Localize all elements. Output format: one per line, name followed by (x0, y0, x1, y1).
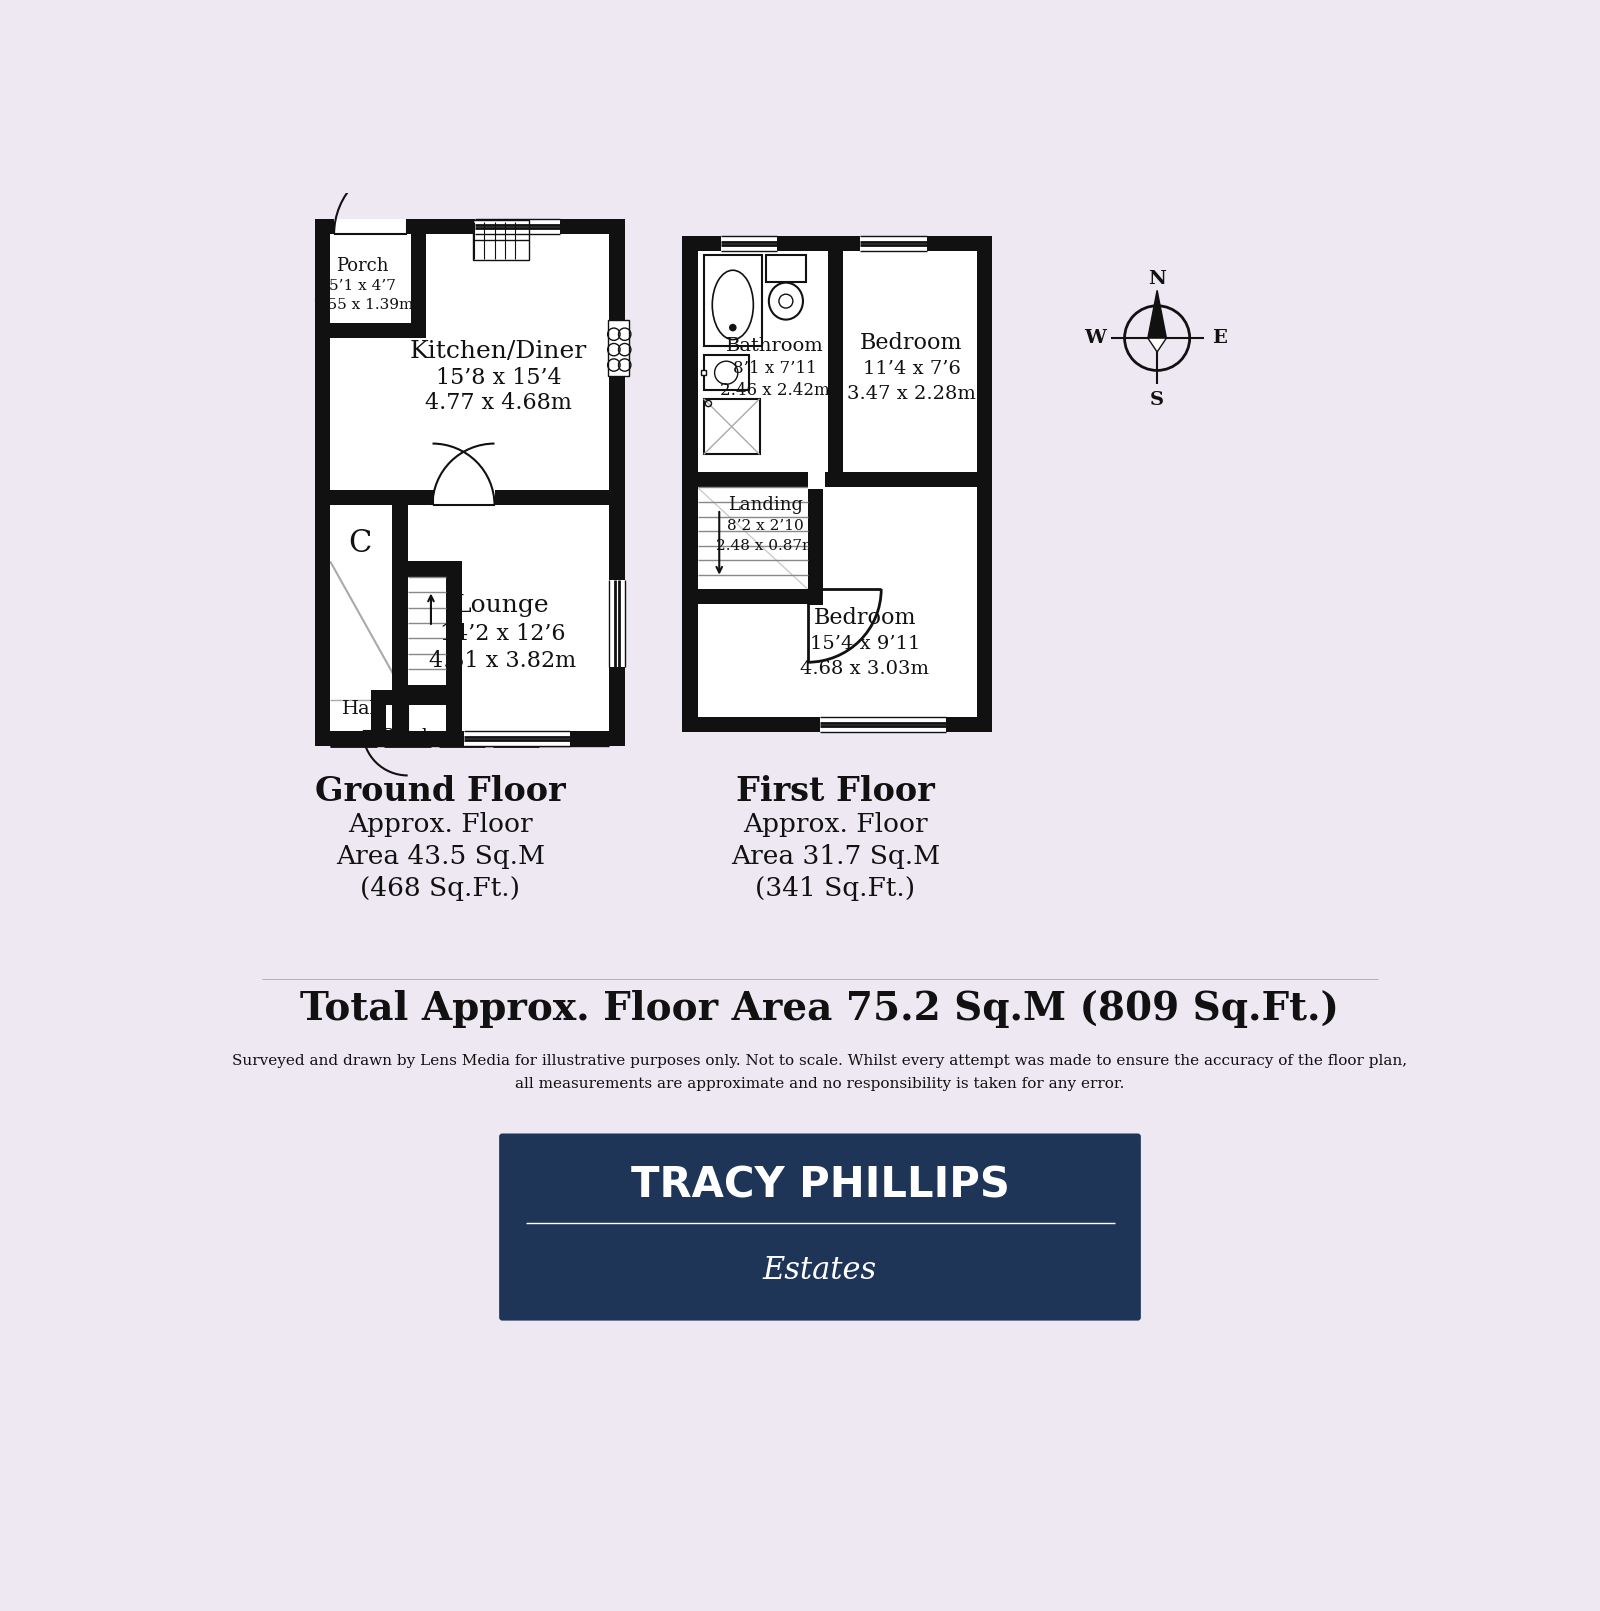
Text: First Floor: First Floor (736, 775, 934, 807)
Text: Approx. Floor: Approx. Floor (347, 812, 533, 836)
Text: 3.47 x 2.28m: 3.47 x 2.28m (846, 385, 976, 403)
Polygon shape (1147, 338, 1166, 351)
Text: 8’2 x 2’10: 8’2 x 2’10 (728, 519, 805, 533)
Text: 4.68 x 3.03m: 4.68 x 3.03m (800, 661, 930, 678)
Text: Hall: Hall (342, 701, 384, 719)
Text: C: C (349, 528, 373, 559)
Text: (468 Sq.Ft.): (468 Sq.Ft.) (360, 876, 520, 901)
Text: 11’4 x 7’6: 11’4 x 7’6 (862, 359, 960, 379)
Bar (371, 731, 462, 746)
Text: 8’1 x 7’11: 8’1 x 7’11 (733, 361, 818, 377)
Bar (766, 255, 806, 282)
Text: Area 43.5 Sq.M: Area 43.5 Sq.M (336, 844, 546, 868)
Text: Total Approx. Floor Area 75.2 Sq.M (809 Sq.Ft.): Total Approx. Floor Area 75.2 Sq.M (809 … (301, 991, 1339, 1028)
Bar (698, 472, 976, 488)
Bar (698, 590, 822, 604)
Bar (330, 490, 610, 506)
Text: Porch: Porch (381, 728, 434, 746)
Bar (464, 731, 571, 746)
Bar (701, 371, 706, 375)
Text: 2.46 x 2.42m: 2.46 x 2.42m (720, 382, 830, 400)
Bar (861, 235, 926, 251)
Text: 5’1 x 4’7: 5’1 x 4’7 (330, 279, 397, 293)
Bar (610, 580, 624, 667)
FancyBboxPatch shape (499, 1134, 1141, 1321)
Bar (330, 322, 426, 338)
Text: Lounge: Lounge (454, 594, 549, 617)
Bar (682, 235, 992, 251)
Text: W: W (1085, 329, 1106, 346)
Bar (446, 561, 462, 701)
Bar (432, 490, 494, 506)
Text: 15’4 x 9’11: 15’4 x 9’11 (810, 635, 920, 652)
Bar (315, 731, 624, 746)
Bar (408, 577, 446, 685)
Text: S: S (1150, 391, 1165, 409)
Bar (608, 321, 629, 375)
Text: 1.55 x 1.39m: 1.55 x 1.39m (312, 298, 413, 313)
Text: E: E (1211, 329, 1227, 346)
Text: Bedroom: Bedroom (814, 607, 917, 630)
Bar (722, 235, 776, 251)
Bar (808, 488, 822, 604)
Bar (704, 255, 762, 346)
Text: Bathroom: Bathroom (726, 337, 824, 354)
Text: Ground Floor: Ground Floor (315, 775, 565, 807)
Text: Surveyed and drawn by Lens Media for illustrative purposes only. Not to scale. W: Surveyed and drawn by Lens Media for ill… (232, 1054, 1408, 1068)
Text: Porch: Porch (336, 258, 389, 275)
Text: Area 31.7 Sq.M: Area 31.7 Sq.M (731, 844, 941, 868)
Bar (411, 234, 426, 322)
Text: Kitchen/Diner: Kitchen/Diner (410, 340, 587, 362)
Bar (808, 472, 824, 490)
Bar (446, 690, 462, 746)
Text: 14’2 x 12’6: 14’2 x 12’6 (440, 623, 565, 644)
Bar (682, 235, 698, 733)
Text: Bedroom: Bedroom (861, 332, 963, 354)
Bar (315, 219, 624, 746)
Ellipse shape (770, 282, 803, 319)
Ellipse shape (712, 271, 754, 340)
Bar (371, 690, 462, 706)
Bar (704, 354, 749, 390)
Bar (976, 235, 992, 733)
Text: (341 Sq.Ft.): (341 Sq.Ft.) (755, 876, 915, 901)
Bar (392, 506, 408, 735)
Bar (371, 690, 386, 746)
Circle shape (730, 324, 736, 330)
Text: 4.77 x 4.68m: 4.77 x 4.68m (426, 391, 571, 414)
Bar (386, 706, 446, 731)
Polygon shape (1147, 290, 1166, 338)
Text: 4.31 x 3.82m: 4.31 x 3.82m (429, 649, 576, 672)
Text: Approx. Floor: Approx. Floor (742, 812, 928, 836)
Bar (392, 685, 462, 701)
Bar (334, 219, 406, 235)
Text: TRACY PHILLIPS: TRACY PHILLIPS (630, 1165, 1010, 1207)
Bar (698, 488, 808, 590)
Bar (392, 561, 408, 685)
Bar (315, 219, 330, 746)
Bar (827, 251, 843, 472)
Bar (474, 221, 528, 261)
Text: 2.48 x 0.87m: 2.48 x 0.87m (715, 540, 816, 553)
Text: N: N (1149, 269, 1166, 288)
Bar (610, 219, 624, 746)
Bar (682, 717, 992, 733)
Text: all measurements are approximate and no responsibility is taken for any error.: all measurements are approximate and no … (515, 1078, 1125, 1091)
Text: Landing: Landing (728, 496, 803, 514)
Bar (475, 219, 560, 234)
Bar (408, 561, 446, 577)
Bar (315, 219, 624, 234)
Bar (704, 400, 760, 454)
Text: Estates: Estates (763, 1255, 877, 1286)
Bar (682, 235, 992, 733)
Bar (819, 717, 946, 733)
Text: 15’8 x 15’4: 15’8 x 15’4 (435, 367, 562, 390)
